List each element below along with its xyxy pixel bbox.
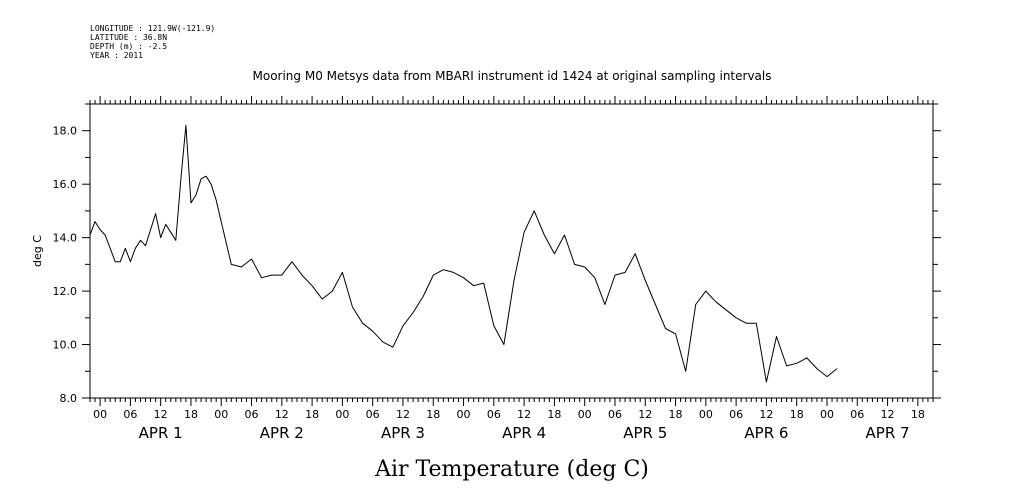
x-tick-label: 12 xyxy=(154,408,168,421)
x-tick-label: 00 xyxy=(335,408,349,421)
data-layer xyxy=(89,124,838,383)
depth-label: DEPTH (m) : -2.5 xyxy=(90,42,167,51)
x-tick-label: 00 xyxy=(578,408,592,421)
day-label: APR 4 xyxy=(502,424,546,442)
day-label: APR 6 xyxy=(744,424,788,442)
y-tick-label: 8.0 xyxy=(60,392,78,405)
x-tick-label: 18 xyxy=(184,408,198,421)
y-tick-label: 12.0 xyxy=(53,285,78,298)
longitude-label: LONGITUDE : 121.9W(-121.9) xyxy=(90,24,215,33)
x-tick-label: 18 xyxy=(669,408,683,421)
x-tick-label: 12 xyxy=(517,408,531,421)
x-tick-label: 18 xyxy=(790,408,804,421)
x-tick-label: 12 xyxy=(881,408,895,421)
year-label: YEAR : 2011 xyxy=(90,51,143,60)
x-tick-label: 12 xyxy=(275,408,289,421)
x-tick-label: 06 xyxy=(366,408,380,421)
y-tick-label: 18.0 xyxy=(53,125,78,138)
y-tick-label: 16.0 xyxy=(53,178,78,191)
day-label: APR 3 xyxy=(381,424,425,442)
x-tick-label: 00 xyxy=(93,408,107,421)
x-tick-label: 00 xyxy=(820,408,834,421)
plot-frame xyxy=(89,103,934,399)
x-tick-label: 12 xyxy=(396,408,410,421)
x-tick-label: 06 xyxy=(487,408,501,421)
x-tick-label: 18 xyxy=(547,408,561,421)
x-tick-label: 12 xyxy=(759,408,773,421)
x-axis-title: Air Temperature (deg C) xyxy=(374,457,649,482)
y-tick-label: 10.0 xyxy=(53,339,78,352)
x-tick-label: 00 xyxy=(214,408,228,421)
x-tick-label: 06 xyxy=(245,408,259,421)
x-tick-label: 00 xyxy=(699,408,713,421)
series-line xyxy=(89,124,838,383)
latitude-label: LATITUDE : 36.8N xyxy=(90,33,167,42)
x-tick-label: 00 xyxy=(457,408,471,421)
x-tick-label: 12 xyxy=(638,408,652,421)
x-tick-label: 06 xyxy=(608,408,622,421)
chart-title: Mooring M0 Metsys data from MBARI instru… xyxy=(253,69,772,83)
y-axis-label: deg C xyxy=(31,235,44,267)
day-label: APR 2 xyxy=(260,424,304,442)
day-label: APR 7 xyxy=(866,424,910,442)
x-tick-label: 06 xyxy=(729,408,743,421)
x-axis: 00 06 12 18 00 06 12 18 00 06 12 18 00 06 12 18 00 06 12 18… xyxy=(89,96,934,442)
day-label: APR 5 xyxy=(623,424,667,442)
x-tick-label: 06 xyxy=(123,408,137,421)
x-tick-label: 18 xyxy=(911,408,925,421)
y-axis: 8.0 10.0 12.0 14.0 16.0 18.0 xyxy=(53,103,941,405)
y-tick-label: 14.0 xyxy=(53,232,78,245)
day-label: APR 1 xyxy=(139,424,183,442)
x-tick-label: 18 xyxy=(426,408,440,421)
x-tick-label: 06 xyxy=(850,408,864,421)
x-tick-label: 18 xyxy=(305,408,319,421)
